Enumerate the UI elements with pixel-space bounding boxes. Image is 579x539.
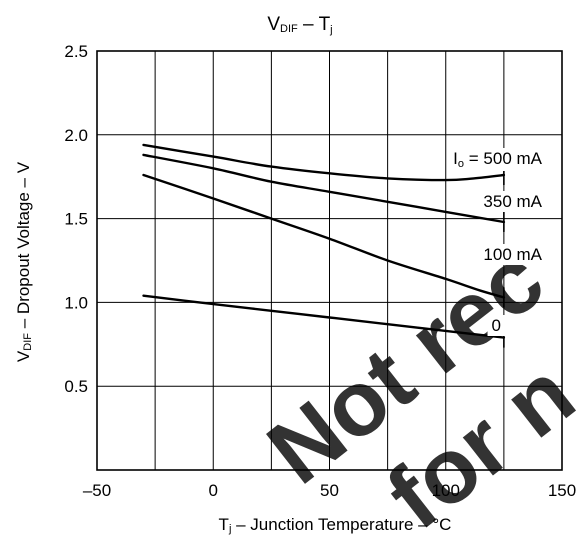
series-line xyxy=(142,173,506,299)
x-tick-label: 100 xyxy=(432,481,460,500)
series-label: Io = 500 mA xyxy=(453,149,542,170)
series-line xyxy=(142,143,506,182)
y-axis-label: VDIF – Dropout Voltage – V xyxy=(14,161,34,362)
series-label-bg xyxy=(479,244,547,265)
x-tick-label: –50 xyxy=(83,481,111,500)
x-tick-label: 0 xyxy=(209,481,218,500)
plot-frame xyxy=(96,50,563,471)
series-label-bg xyxy=(487,315,505,336)
series-label-bg xyxy=(449,148,547,171)
series-lines xyxy=(142,143,506,348)
plot-border xyxy=(96,50,563,471)
series-label-bg xyxy=(479,191,547,212)
y-tick-label: 1.5 xyxy=(64,210,88,229)
tick-labels: –50 0 50 100 150 0.5 1.0 1.5 2.0 2.5 xyxy=(64,42,576,500)
y-tick-label: 0.5 xyxy=(64,377,88,396)
series-line xyxy=(142,294,506,339)
x-tick-label: 150 xyxy=(548,481,576,500)
series-label: 100 mA xyxy=(483,245,542,264)
x-tick-label: 50 xyxy=(320,481,339,500)
series-line xyxy=(142,153,506,224)
x-axis-label: Tj – Junction Temperature – °C xyxy=(219,515,452,535)
chart-title: VDIF – Tj xyxy=(267,14,332,36)
series-label: 0 xyxy=(492,316,501,335)
series-labels: Io = 500 mA 350 mA 100 mA 0 xyxy=(449,148,547,336)
series-label: 350 mA xyxy=(483,192,542,211)
y-tick-label: 2.5 xyxy=(64,42,88,61)
y-tick-label: 2.0 xyxy=(64,126,88,145)
y-tick-label: 1.0 xyxy=(64,293,88,312)
